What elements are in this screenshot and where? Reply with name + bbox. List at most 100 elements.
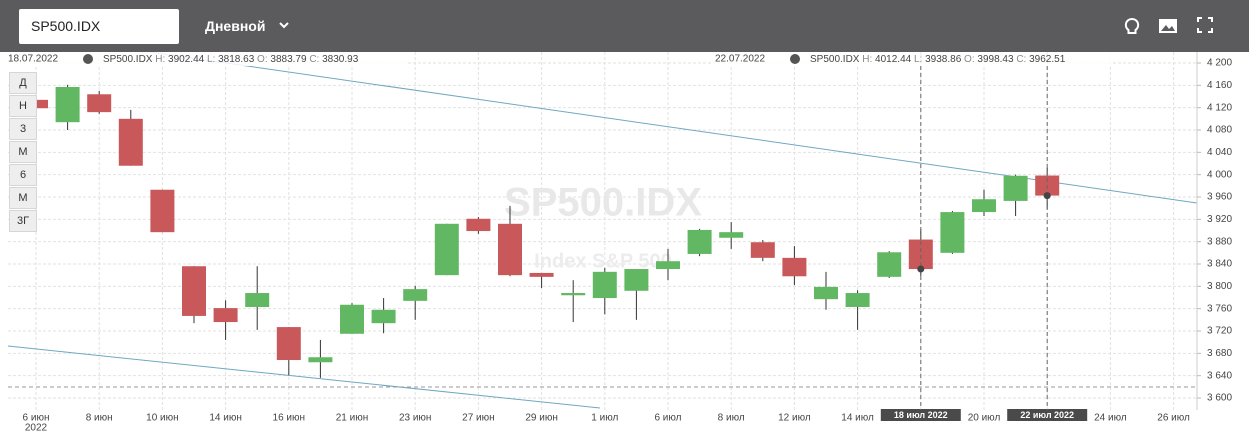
- candle-body: [150, 189, 175, 233]
- y-tick-label: 3 680: [1207, 348, 1232, 359]
- candle-body: [529, 272, 554, 277]
- candle-body: [940, 212, 965, 253]
- candle-body: [719, 232, 744, 238]
- x-tick-label: 8 июл: [718, 413, 745, 424]
- x-tick-label: 27 июн: [462, 413, 495, 424]
- x-tick-label: 10 июн: [146, 413, 179, 424]
- period-button[interactable]: М: [9, 187, 37, 209]
- info-field-value: 3998.43: [977, 54, 1014, 65]
- toolbar: SP500.IDX Дневной: [0, 0, 1249, 52]
- candle-body: [592, 271, 617, 299]
- candle-body: [182, 266, 206, 316]
- candle-body: [466, 218, 491, 232]
- y-tick-label: 4 120: [1207, 102, 1232, 113]
- crosshair-x-label: 22 июл 2022: [1020, 410, 1074, 420]
- info-field-name: L:: [914, 54, 922, 65]
- trend-line: [7, 345, 601, 409]
- y-tick-label: 3 640: [1207, 370, 1232, 381]
- candle-body: [308, 357, 333, 363]
- close-dot: [1043, 192, 1051, 200]
- y-tick-label: 3 720: [1207, 326, 1232, 337]
- y-tick-label: 3 600: [1207, 393, 1232, 404]
- info-field-name: H:: [862, 54, 872, 65]
- info-dot: [790, 54, 800, 64]
- info-dot: [83, 54, 93, 64]
- candle-body: [782, 257, 807, 277]
- crosshair-label-box: [1007, 409, 1088, 421]
- info-field-value: 3818.63: [218, 54, 255, 65]
- candle-body: [624, 269, 649, 291]
- image-icon[interactable]: [1158, 17, 1178, 35]
- info-date: 18.07.2022: [8, 54, 58, 65]
- x-tick-label: 29 июн: [525, 413, 558, 424]
- x-tick-label: 20 июл: [968, 413, 1001, 424]
- y-tick-label: 4 160: [1207, 80, 1232, 91]
- candle-body: [340, 304, 364, 334]
- candle-body: [87, 94, 112, 113]
- symbol-input[interactable]: SP500.IDX: [19, 9, 179, 44]
- y-tick-label: 4 080: [1207, 125, 1232, 136]
- y-tick-label: 3 760: [1207, 303, 1232, 314]
- info-values: SP500.IDX H: 4012.44 L: 3938.86 O: 3998.…: [810, 54, 1066, 65]
- x-tick-label: 16 июн: [273, 413, 306, 424]
- x-tick-label: 14 июн: [209, 413, 242, 424]
- x-tick-label: 6 июл: [654, 413, 681, 424]
- y-tick-label: 4 040: [1207, 147, 1232, 158]
- info-bg: [6, 52, 406, 66]
- candle-body: [656, 261, 680, 270]
- info-field-value: 3902.44: [168, 54, 205, 65]
- info-field-value: 4012.44: [875, 54, 912, 65]
- x-tick-label: 21 июн: [336, 413, 369, 424]
- candle-body: [750, 242, 775, 258]
- candle-body: [276, 327, 301, 361]
- plot-bg: [0, 52, 1249, 433]
- period-button[interactable]: 6: [9, 164, 37, 186]
- y-tick-label: 3 840: [1207, 259, 1232, 270]
- period-button[interactable]: 3: [9, 118, 37, 140]
- candle-body: [687, 229, 712, 254]
- candle-body: [498, 223, 522, 276]
- info-values: SP500.IDX H: 3902.44 L: 3818.63 O: 3883.…: [103, 54, 359, 65]
- period-button[interactable]: 3Г: [9, 210, 37, 232]
- period-button[interactable]: Н: [9, 95, 37, 117]
- x-tick-label: 1 июл: [591, 413, 618, 424]
- info-field-value: 3962.51: [1029, 54, 1066, 65]
- x-tick-label: 26 июл: [1157, 413, 1190, 424]
- x-tick-label: 14 июл: [841, 413, 874, 424]
- info-date: 22.07.2022: [715, 54, 765, 65]
- info-bg: [713, 52, 1113, 66]
- y-tick-label: 4 000: [1207, 169, 1232, 180]
- info-field-value: 3830.93: [322, 54, 359, 65]
- x-tick-label: 23 июн: [399, 413, 432, 424]
- candle-body: [972, 199, 996, 213]
- y-tick-label: 3 880: [1207, 236, 1232, 247]
- interval-select[interactable]: Дневной: [205, 18, 266, 34]
- y-tick-label: 4 200: [1207, 58, 1232, 69]
- x-tick-label: 6 июн: [23, 413, 50, 424]
- y-tick-label: 3 920: [1207, 214, 1232, 225]
- fullscreen-icon[interactable]: [1197, 17, 1213, 33]
- y-tick-label: 3 960: [1207, 192, 1232, 203]
- idea-icon[interactable]: [1123, 17, 1141, 37]
- info-field-name: L:: [207, 54, 215, 65]
- period-button[interactable]: Д: [9, 72, 37, 94]
- period-buttons: Д Н 3 М 6 М 3Г: [9, 72, 37, 233]
- period-button[interactable]: М: [9, 141, 37, 163]
- info-symbol: SP500.IDX: [810, 54, 860, 65]
- candle-body: [845, 293, 870, 307]
- info-field-name: O:: [257, 54, 268, 65]
- info-field-value: 3938.86: [925, 54, 962, 65]
- close-dot: [917, 265, 925, 273]
- info-field-name: C:: [309, 54, 319, 65]
- info-symbol: SP500.IDX: [103, 54, 153, 65]
- crosshair-x-label: 18 июл 2022: [894, 410, 948, 420]
- candle-body: [371, 309, 396, 324]
- y-tick-label: 3 800: [1207, 281, 1232, 292]
- candle-body: [245, 293, 270, 307]
- info-field-name: H:: [155, 54, 165, 65]
- candle-body: [55, 87, 80, 123]
- candle-body: [434, 223, 459, 276]
- chevron[interactable]: [278, 20, 290, 30]
